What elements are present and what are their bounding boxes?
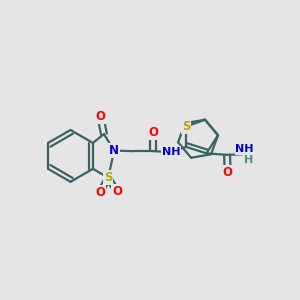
- Text: O: O: [95, 110, 105, 123]
- Text: O: O: [95, 186, 105, 199]
- Text: N: N: [109, 144, 119, 157]
- Text: O: O: [148, 126, 158, 140]
- Text: NH: NH: [236, 144, 254, 154]
- Text: S: S: [182, 120, 190, 133]
- Text: S: S: [104, 171, 112, 184]
- Text: O: O: [112, 185, 122, 198]
- Text: O: O: [223, 166, 233, 179]
- Text: H: H: [244, 155, 253, 165]
- Text: NH: NH: [162, 147, 180, 157]
